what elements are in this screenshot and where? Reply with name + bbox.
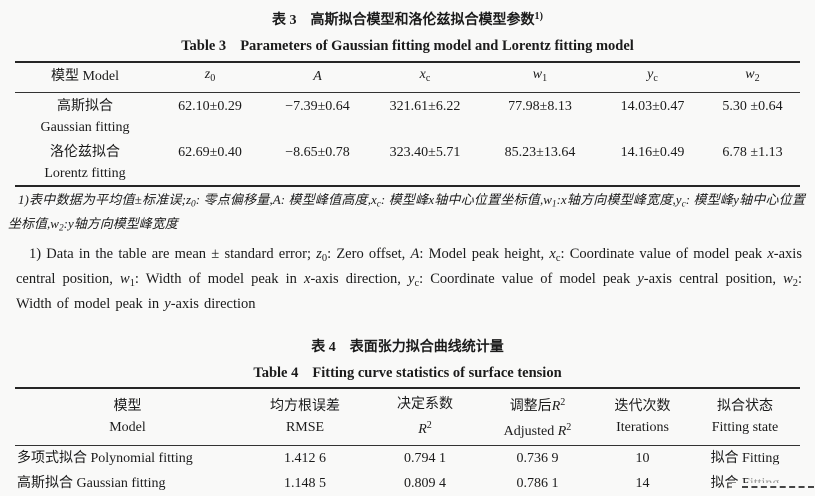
table4-header-r2: 决定系数 R2 [370, 387, 480, 446]
table4-header-fitting-state: 拟合状态 Fitting state [690, 387, 800, 446]
header-cn: 均方根误差 [270, 398, 340, 414]
header-en: RMSE [285, 419, 325, 435]
table3-title-cn: 表 3 高斯拟合模型和洛伦兹拟合模型参数1) [272, 11, 543, 29]
cell-gaussian-z0: 62.10±0.29 [178, 98, 242, 114]
cell-gaussian-adj-r2: 0.786 1 [516, 475, 559, 491]
table4-header-adjusted-r2: 调整后R2 Adjusted R2 [480, 387, 595, 446]
header-cn: 拟合状态 [717, 398, 773, 414]
cell-gaussian-iterations: 14 [635, 475, 650, 491]
table4-label-en: Table 4 [253, 364, 299, 381]
table-row: 高斯拟合 Gaussian fitting 1.148 5 0.809 4 0.… [15, 471, 800, 496]
header-cn: 决定系数 [397, 396, 453, 412]
model-name-cn: 洛伦兹拟合 [50, 144, 120, 160]
table-row: 高斯拟合 Gaussian fitting 62.10±0.29 −7.39±0… [15, 92, 800, 139]
cell-gaussian-A: −7.39±0.64 [285, 98, 350, 114]
cell-polynomial-r2: 0.794 1 [404, 450, 446, 466]
cell-lorentz-yc: 14.16±0.49 [620, 144, 685, 160]
table4-title-cn: 表 4 表面张力拟合曲线统计量 [311, 339, 504, 355]
table3-footnote-cn: 1)表中数据为平均值±标准误;z0: 零点偏移量,A: 模型峰值高度,xc: 模… [8, 191, 805, 235]
cell-lorentz-w1: 85.23±13.64 [504, 144, 576, 160]
model-name-cn: 高斯拟合 [57, 98, 113, 114]
cell-lorentz-w2: 6.78 ±1.13 [722, 144, 783, 160]
cell-model-gaussian: 高斯拟合 Gaussian fitting [15, 92, 155, 139]
table-row: 多项式拟合 Polynomial fitting 1.412 6 0.794 1… [15, 445, 800, 471]
cell-gaussian-yc: 14.03±0.47 [620, 98, 685, 114]
header-en: R2 [418, 419, 432, 437]
header-en: Model [109, 419, 146, 435]
table3-footnote-en: 1) Data in the table are mean ± standard… [16, 246, 803, 312]
table4-header-model: 模型 Model [15, 387, 240, 446]
cell-polynomial-adj-r2: 0.736 9 [516, 450, 559, 466]
header-cn: 模型 [113, 398, 142, 414]
cell-lorentz-z0: 62.69±0.40 [178, 144, 242, 160]
table3-title-en: Table 3 Parameters of Gaussian fitting mo… [0, 34, 815, 58]
table3-header-w1: w1 [480, 62, 600, 93]
cell-gaussian-w2: 5.30 ±0.64 [722, 98, 783, 114]
model-name-en: Gaussian fitting [40, 119, 130, 135]
cell-model-lorentz: 洛伦兹拟合 Lorentz fitting [15, 139, 155, 186]
cell-polynomial-state: 拟合 Fitting [710, 450, 780, 466]
table4-title-en-text: Fitting curve statistics of surface tens… [312, 364, 562, 381]
header-en: Fitting state [711, 419, 779, 435]
table4-header-rmse: 均方根误差 RMSE [240, 387, 370, 446]
model-name-en: Lorentz fitting [44, 165, 126, 181]
header-en: Iterations [616, 419, 669, 435]
table4-header-row: 模型 Model 均方根误差 RMSE 决定系数 R2 调整后R2 Adjust… [15, 387, 800, 446]
cell-gaussian-model: 高斯拟合 Gaussian fitting [17, 475, 166, 491]
cell-gaussian-state: 拟合 Fitting [710, 475, 780, 491]
table3-header-yc: yc [600, 62, 705, 93]
cell-gaussian-rmse: 1.148 5 [284, 475, 326, 491]
table3-header-A: A [265, 62, 370, 93]
table3-label-en: Table 3 [181, 38, 227, 55]
cell-polynomial-rmse: 1.412 6 [284, 450, 326, 466]
cell-gaussian-xc: 321.61±6.22 [389, 98, 461, 114]
cell-polynomial-iterations: 10 [635, 450, 650, 466]
table3-header-z0: z0 [155, 62, 265, 93]
table4-title-en: Table 4 Fitting curve statistics of surfa… [0, 361, 815, 385]
cell-gaussian-w1: 77.98±8.13 [508, 98, 572, 114]
table4-header-iterations: 迭代次数 Iterations [595, 387, 690, 446]
table3-header-row: 模型 Model z0 A xc w1 yc w2 [15, 62, 800, 93]
header-cn: 迭代次数 [614, 398, 671, 414]
table3-header-xc: xc [370, 62, 480, 93]
table3: 模型 Model z0 A xc w1 yc w2 高斯拟合 Gaussian … [15, 61, 800, 187]
header-en: Adjusted R2 [503, 421, 572, 439]
table3-header-model: 模型 Model [15, 62, 155, 93]
table3-header-w2: w2 [705, 62, 800, 93]
cell-gaussian-r2: 0.809 4 [404, 475, 446, 491]
table3-title-en-text: Parameters of Gaussian fitting model and… [240, 38, 634, 55]
table-row: 洛伦兹拟合 Lorentz fitting 62.69±0.40 −8.65±0… [15, 139, 800, 186]
cell-polynomial-model: 多项式拟合 Polynomial fitting [17, 450, 193, 466]
table4: 模型 Model 均方根误差 RMSE 决定系数 R2 调整后R2 Adjust… [15, 386, 800, 496]
cell-lorentz-A: −8.65±0.78 [285, 144, 350, 160]
cell-lorentz-xc: 323.40±5.71 [389, 144, 461, 160]
header-cn: 调整后R2 [509, 396, 566, 414]
